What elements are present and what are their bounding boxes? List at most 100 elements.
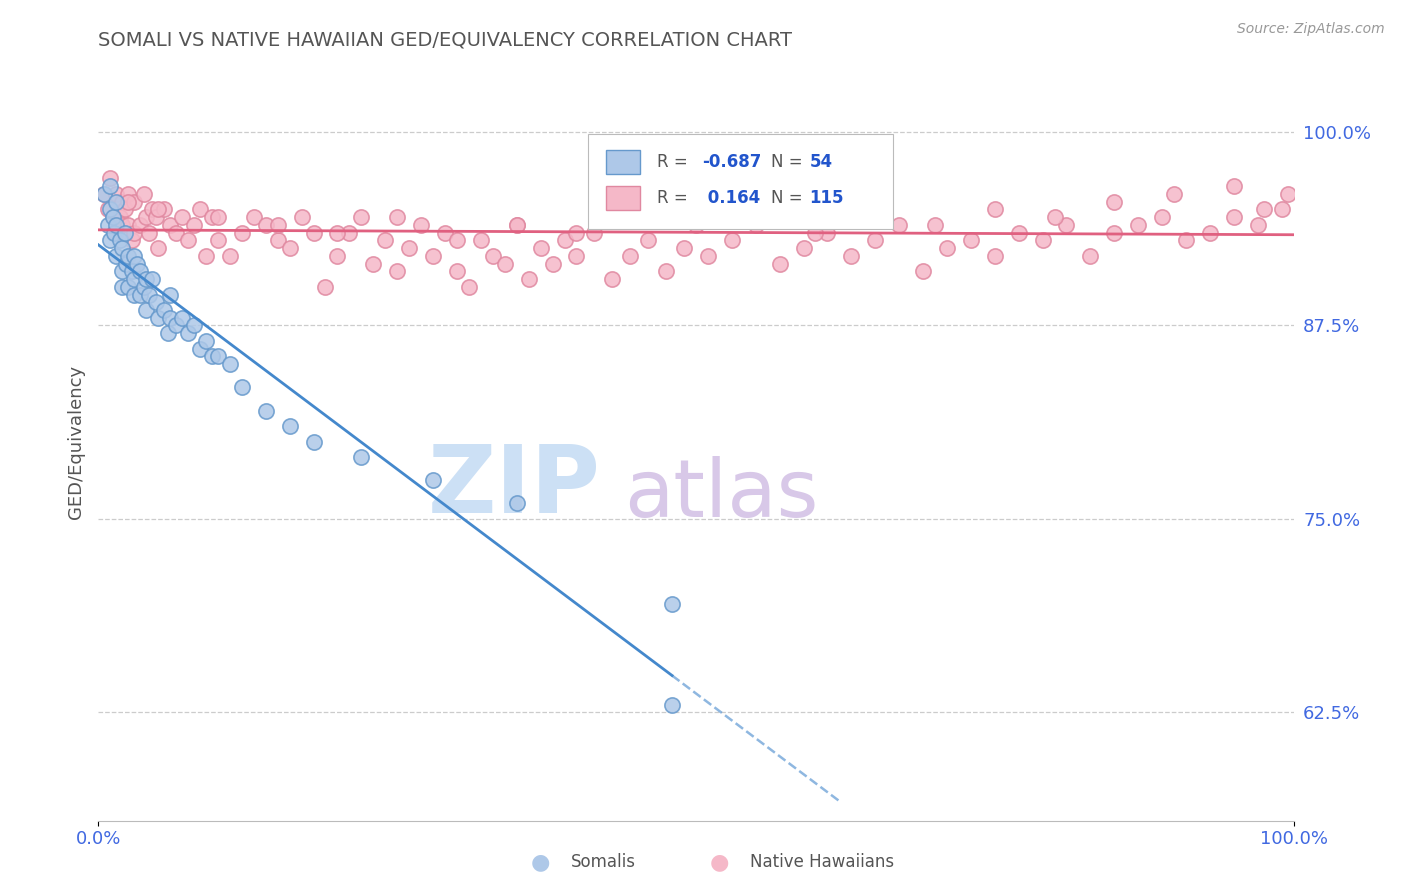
Point xyxy=(111,194,134,209)
Point xyxy=(188,342,211,356)
Point xyxy=(804,226,827,240)
Point xyxy=(117,218,139,232)
Point xyxy=(1223,210,1246,224)
Point xyxy=(350,210,373,224)
Point xyxy=(117,186,139,201)
Point xyxy=(302,434,325,449)
Point xyxy=(156,326,179,341)
Point xyxy=(121,233,143,247)
Point xyxy=(302,226,325,240)
Point xyxy=(350,450,373,464)
Point xyxy=(153,202,176,217)
Text: Native Hawaiians: Native Hawaiians xyxy=(749,854,894,871)
Point xyxy=(1104,194,1126,209)
Point xyxy=(254,403,277,417)
Text: 0.164: 0.164 xyxy=(702,189,761,207)
Point xyxy=(768,257,790,271)
Text: R =: R = xyxy=(657,189,693,207)
Point xyxy=(97,202,120,217)
Point xyxy=(105,218,128,232)
Point xyxy=(1032,233,1054,247)
Point xyxy=(145,210,167,224)
Point xyxy=(183,218,205,232)
Point xyxy=(159,310,181,325)
Point xyxy=(470,233,492,247)
Point xyxy=(1277,186,1299,201)
Text: N =: N = xyxy=(772,189,808,207)
Point xyxy=(207,350,229,364)
Point xyxy=(231,226,253,240)
Point xyxy=(865,233,887,247)
Point xyxy=(243,210,266,224)
Point xyxy=(145,295,167,310)
Point xyxy=(673,241,696,255)
Point xyxy=(121,264,143,278)
Point xyxy=(105,226,128,240)
Point xyxy=(177,326,200,341)
Point xyxy=(129,287,152,301)
Point xyxy=(148,310,170,325)
Text: ZIP: ZIP xyxy=(427,441,600,533)
Point xyxy=(132,280,155,294)
Point xyxy=(565,226,588,240)
Point xyxy=(326,249,349,263)
Point xyxy=(124,272,146,286)
Point xyxy=(207,210,229,224)
Point xyxy=(115,257,138,271)
Point xyxy=(111,218,134,232)
Point xyxy=(278,241,301,255)
Point xyxy=(1080,249,1102,263)
Point xyxy=(172,210,194,224)
Point xyxy=(98,233,122,247)
Point xyxy=(506,218,529,232)
Point xyxy=(195,334,218,348)
Text: ●: ● xyxy=(710,853,730,872)
Point xyxy=(446,264,468,278)
Point xyxy=(936,241,959,255)
Point xyxy=(105,186,128,201)
Point xyxy=(125,257,148,271)
Point xyxy=(583,226,606,240)
Point xyxy=(135,210,157,224)
Point xyxy=(141,272,163,286)
Text: Somalis: Somalis xyxy=(571,854,636,871)
FancyBboxPatch shape xyxy=(589,135,893,229)
Point xyxy=(124,226,146,240)
Text: -0.687: -0.687 xyxy=(702,153,761,170)
Point xyxy=(111,264,134,278)
Point xyxy=(494,257,516,271)
Point xyxy=(541,257,564,271)
FancyBboxPatch shape xyxy=(606,186,640,211)
Point xyxy=(148,241,170,255)
Point xyxy=(105,249,128,263)
Point xyxy=(124,194,146,209)
Point xyxy=(984,249,1007,263)
Text: SOMALI VS NATIVE HAWAIIAN GED/EQUIVALENCY CORRELATION CHART: SOMALI VS NATIVE HAWAIIAN GED/EQUIVALENC… xyxy=(98,30,793,50)
Point xyxy=(865,210,887,224)
Point xyxy=(93,186,115,201)
Point xyxy=(661,698,683,712)
Point xyxy=(637,233,659,247)
Point xyxy=(138,226,160,240)
Point xyxy=(101,210,124,224)
Point xyxy=(889,218,911,232)
Point xyxy=(1271,202,1294,217)
Point xyxy=(129,264,152,278)
Point xyxy=(458,280,481,294)
Point xyxy=(201,210,224,224)
Point xyxy=(506,218,529,232)
Point xyxy=(114,202,136,217)
Point xyxy=(159,218,181,232)
Point xyxy=(231,380,253,394)
Point xyxy=(1043,210,1066,224)
Point xyxy=(98,202,122,217)
Point xyxy=(960,233,983,247)
Point xyxy=(434,226,457,240)
Point xyxy=(195,249,218,263)
Point xyxy=(697,249,720,263)
Point xyxy=(1223,179,1246,194)
Point xyxy=(138,287,160,301)
Point xyxy=(661,597,683,611)
Point xyxy=(374,233,396,247)
Y-axis label: GED/Equivalency: GED/Equivalency xyxy=(66,365,84,518)
